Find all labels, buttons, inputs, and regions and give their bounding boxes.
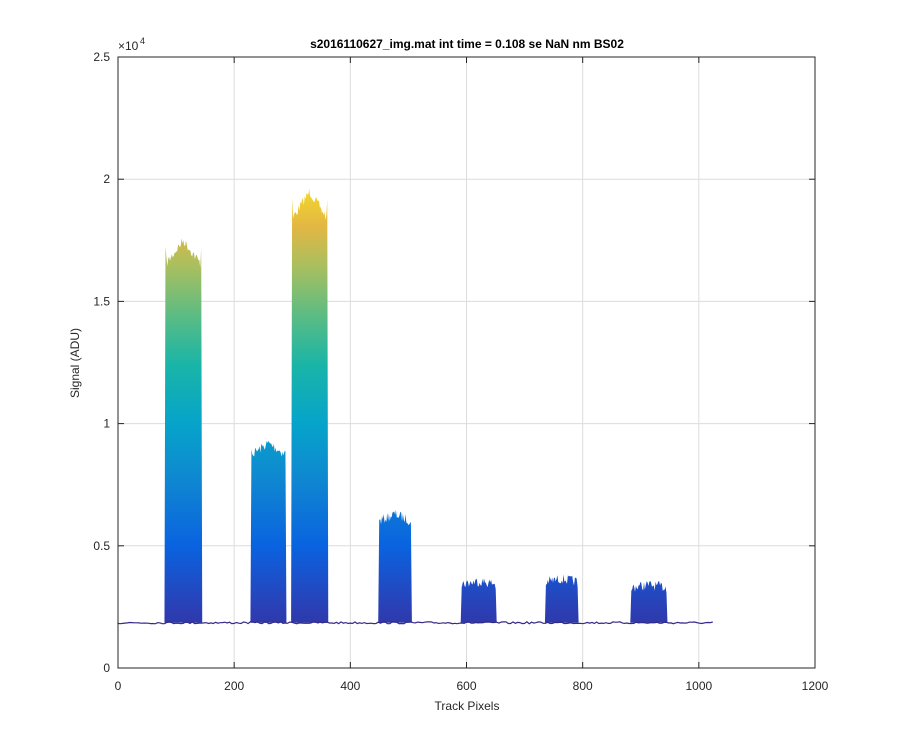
x-tick-label: 400 <box>340 679 360 693</box>
x-tick-label: 1200 <box>802 679 829 693</box>
grid-lines <box>118 57 815 668</box>
signal-peak-area <box>544 574 579 623</box>
x-tick-label: 1000 <box>685 679 712 693</box>
signal-peak-area <box>378 509 412 623</box>
y-axis-label: Signal (ADU) <box>68 328 82 398</box>
x-tick-label: 600 <box>456 679 476 693</box>
x-tick-label: 200 <box>224 679 244 693</box>
signal-peak-area <box>460 578 497 623</box>
y-axis-ticks: 0 0.5 1 1.5 2 2.5 <box>93 50 815 675</box>
chart-title: s2016110627_img.mat int time = 0.108 se … <box>310 37 624 51</box>
y-tick-label: 0 <box>103 661 110 675</box>
y-multiplier-exponent: 4 <box>140 36 145 46</box>
x-tick-label: 800 <box>573 679 593 693</box>
baseline-trace <box>117 621 713 625</box>
y-tick-label: 2 <box>103 172 110 186</box>
x-axis-ticks: 0 200 400 600 800 1000 1200 <box>115 57 829 693</box>
data-areas <box>117 188 713 625</box>
signal-peak-area <box>291 188 329 623</box>
y-tick-label: 1 <box>103 417 110 431</box>
y-axis-multiplier: ×10 4 <box>118 36 145 53</box>
signal-peak-area <box>630 580 668 623</box>
y-tick-label: 0.5 <box>93 539 110 553</box>
x-tick-label: 0 <box>115 679 122 693</box>
y-tick-label: 1.5 <box>93 294 110 308</box>
x-axis-label: Track Pixels <box>435 699 500 713</box>
y-multiplier-base: ×10 <box>118 39 139 53</box>
signal-peak-area <box>164 238 203 623</box>
signal-peak-area <box>250 441 287 623</box>
y-tick-label: 2.5 <box>93 50 110 64</box>
